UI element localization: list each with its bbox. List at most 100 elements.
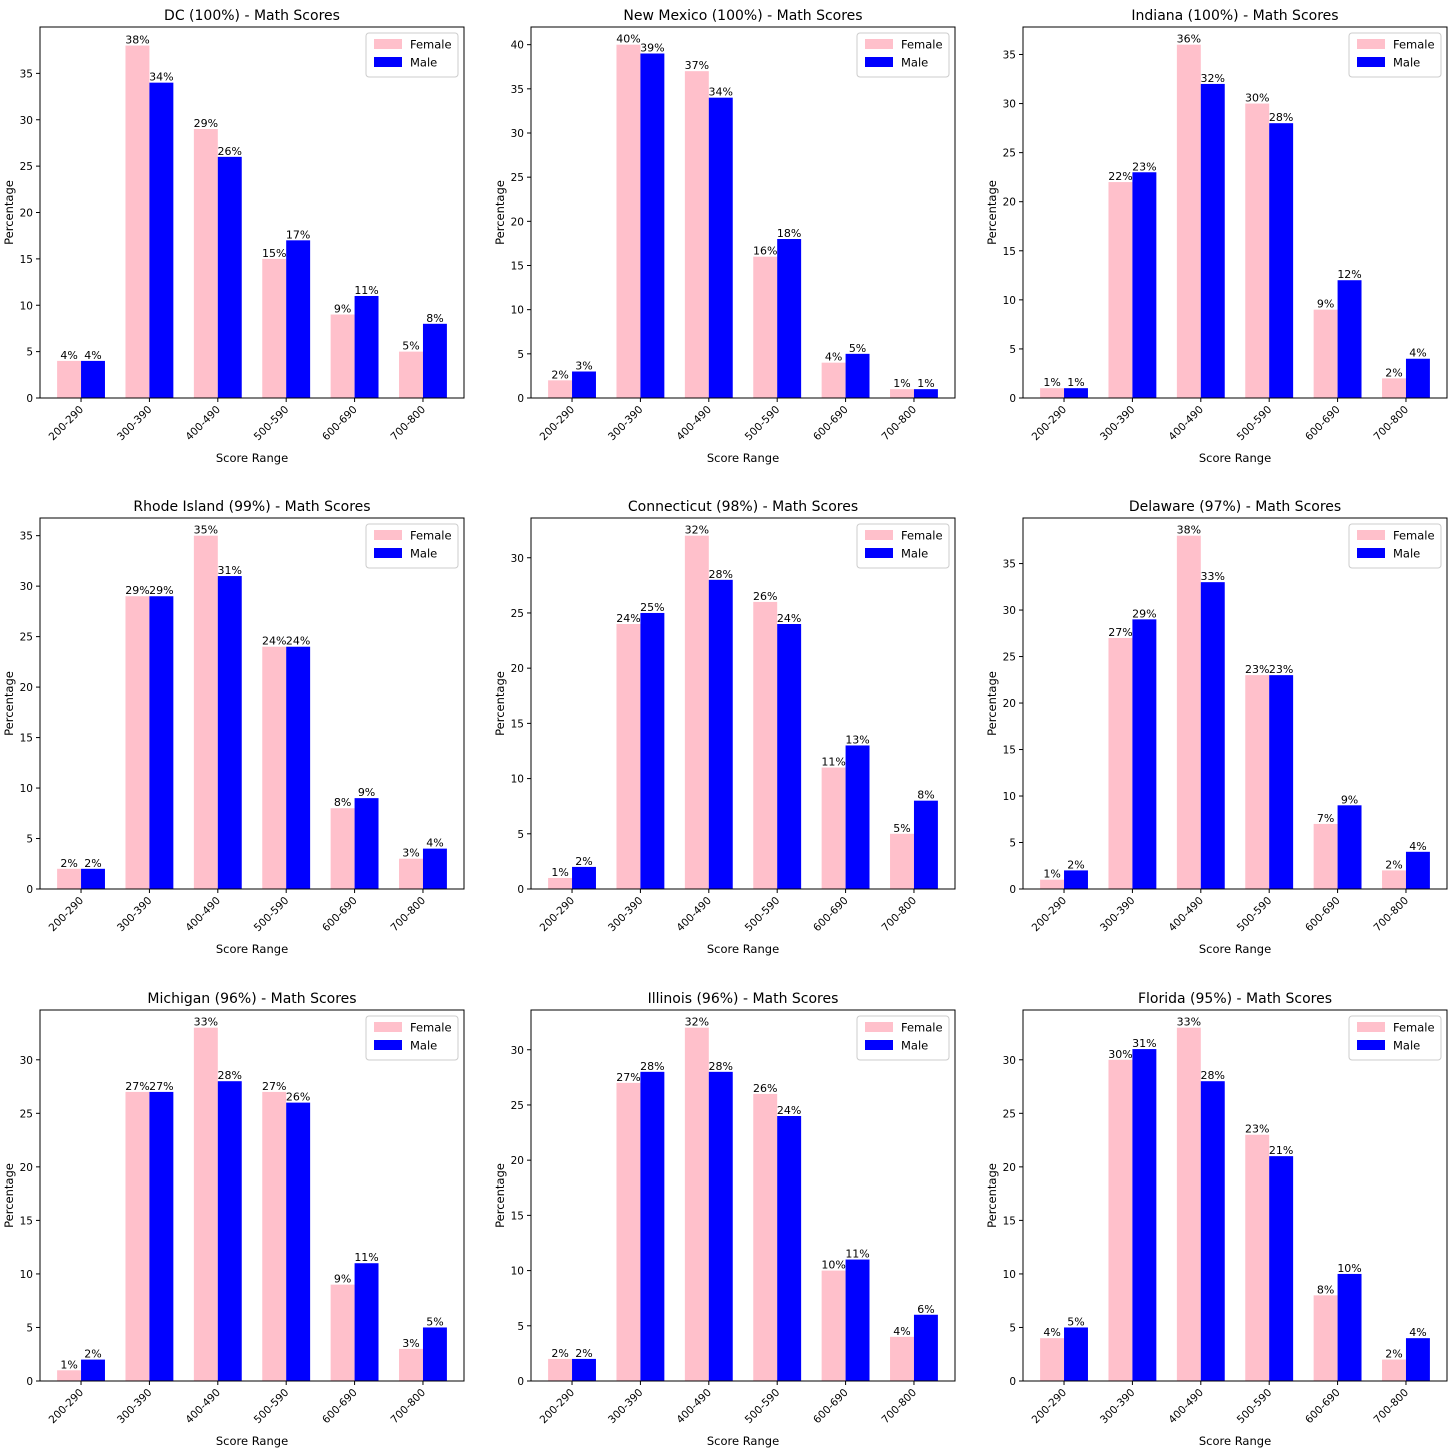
data-label: 40% bbox=[616, 33, 640, 46]
data-label: 2% bbox=[84, 857, 101, 870]
y-tick-label: 25 bbox=[1003, 148, 1016, 160]
male-bar bbox=[1405, 358, 1430, 398]
chart-title: New Mexico (100%) - Math Scores bbox=[623, 8, 862, 24]
plot-frame bbox=[530, 517, 956, 890]
male-bar bbox=[1337, 805, 1362, 889]
female-bar bbox=[1040, 1338, 1065, 1381]
y-tick-label: 10 bbox=[20, 300, 33, 312]
data-label: 2% bbox=[1385, 858, 1402, 871]
legend-label: Male bbox=[1393, 1039, 1420, 1053]
data-label: 28% bbox=[709, 568, 733, 581]
data-label: 1% bbox=[1043, 868, 1060, 881]
data-label: 33% bbox=[194, 1016, 218, 1029]
legend: Female Male bbox=[856, 1015, 950, 1061]
y-tick-label: 5 bbox=[1009, 838, 1016, 850]
y-tick-label: 5 bbox=[517, 349, 524, 361]
female-bar bbox=[57, 1370, 82, 1381]
male-bar bbox=[286, 1102, 311, 1381]
data-label: 26% bbox=[286, 1091, 310, 1104]
female-bar bbox=[1313, 823, 1338, 889]
legend: Female Male bbox=[365, 523, 459, 569]
chart-title: Delaware (97%) - Math Scores bbox=[1129, 499, 1341, 515]
data-label: 24% bbox=[616, 612, 640, 625]
male-bar bbox=[1132, 1049, 1157, 1381]
y-tick-label: 15 bbox=[511, 718, 524, 730]
x-axis-label: Score Range bbox=[707, 1434, 779, 1448]
data-label: 4% bbox=[1409, 347, 1426, 360]
male-bar bbox=[286, 646, 311, 889]
female-bar bbox=[1176, 535, 1201, 889]
y-tick-label: 25 bbox=[20, 1108, 33, 1120]
legend: Female Male bbox=[365, 32, 459, 78]
y-tick-label: 20 bbox=[1003, 197, 1016, 209]
y-axis-label: Percentage bbox=[493, 671, 507, 736]
y-tick-label: 35 bbox=[20, 531, 33, 543]
female-bar bbox=[821, 767, 846, 889]
data-label: 23% bbox=[1245, 663, 1269, 676]
data-label: 11% bbox=[354, 284, 378, 297]
y-tick-label: 15 bbox=[1003, 745, 1016, 757]
data-label: 21% bbox=[1269, 1144, 1293, 1157]
male-bar bbox=[1337, 1273, 1362, 1381]
male-bar bbox=[1405, 851, 1430, 889]
legend-label: Female bbox=[901, 38, 943, 52]
data-label: 28% bbox=[218, 1069, 242, 1082]
data-label: 4% bbox=[893, 1325, 910, 1338]
data-label: 29% bbox=[1132, 607, 1156, 620]
data-label: 11% bbox=[354, 1251, 378, 1264]
male-bar bbox=[217, 156, 242, 398]
y-tick-label: 0 bbox=[26, 1376, 33, 1388]
data-label: 32% bbox=[1201, 72, 1225, 85]
male-bar bbox=[354, 798, 379, 889]
y-tick-label: 0 bbox=[517, 884, 524, 896]
data-label: 23% bbox=[1245, 1123, 1269, 1136]
data-label: 34% bbox=[149, 71, 173, 84]
data-label: 3% bbox=[402, 1337, 419, 1350]
female-bar bbox=[1382, 870, 1406, 889]
data-label: 1% bbox=[893, 377, 910, 390]
x-axis-label: Score Range bbox=[707, 942, 779, 956]
female-bar bbox=[1040, 388, 1065, 398]
y-axis-label: Percentage bbox=[493, 1163, 507, 1228]
male-bar bbox=[1132, 172, 1157, 398]
y-tick-label: 20 bbox=[1003, 1162, 1016, 1174]
data-label: 38% bbox=[125, 34, 149, 47]
female-bar bbox=[1382, 1359, 1406, 1381]
y-tick-label: 20 bbox=[511, 1155, 524, 1167]
y-tick-label: 5 bbox=[517, 829, 524, 841]
data-label: 4% bbox=[825, 351, 842, 364]
data-label: 2% bbox=[1385, 1348, 1402, 1361]
x-axis-label: Score Range bbox=[216, 942, 288, 956]
legend-label: Female bbox=[1393, 1021, 1435, 1035]
data-label: 31% bbox=[1132, 1037, 1156, 1050]
data-label: 2% bbox=[551, 368, 568, 381]
male-bar bbox=[1200, 582, 1225, 889]
female-bar bbox=[262, 646, 287, 889]
male-legend-swatch bbox=[1357, 57, 1385, 67]
female-bar bbox=[125, 1091, 150, 1381]
y-axis-label: Percentage bbox=[985, 1163, 999, 1228]
male-bar bbox=[913, 389, 938, 398]
male-bar bbox=[1200, 83, 1225, 398]
female-bar bbox=[753, 256, 778, 398]
male-bar bbox=[422, 1327, 447, 1381]
female-bar bbox=[1108, 182, 1133, 398]
female-bar bbox=[1313, 309, 1338, 398]
y-tick-label: 15 bbox=[1003, 246, 1016, 258]
female-bar bbox=[548, 1358, 573, 1381]
female-bar bbox=[330, 808, 355, 889]
female-legend-swatch bbox=[1357, 1022, 1385, 1032]
data-label: 2% bbox=[60, 857, 77, 870]
data-label: 24% bbox=[262, 635, 286, 648]
legend-label: Male bbox=[410, 56, 437, 70]
male-bar bbox=[286, 240, 311, 398]
y-axis-label: Percentage bbox=[2, 1163, 16, 1228]
x-axis-label: Score Range bbox=[1199, 1434, 1271, 1448]
male-legend-swatch bbox=[1357, 1040, 1385, 1050]
female-bar bbox=[1108, 1059, 1133, 1381]
male-bar bbox=[1269, 123, 1294, 399]
legend-label: Male bbox=[901, 56, 928, 70]
male-bar bbox=[354, 295, 379, 398]
data-label: 29% bbox=[125, 584, 149, 597]
